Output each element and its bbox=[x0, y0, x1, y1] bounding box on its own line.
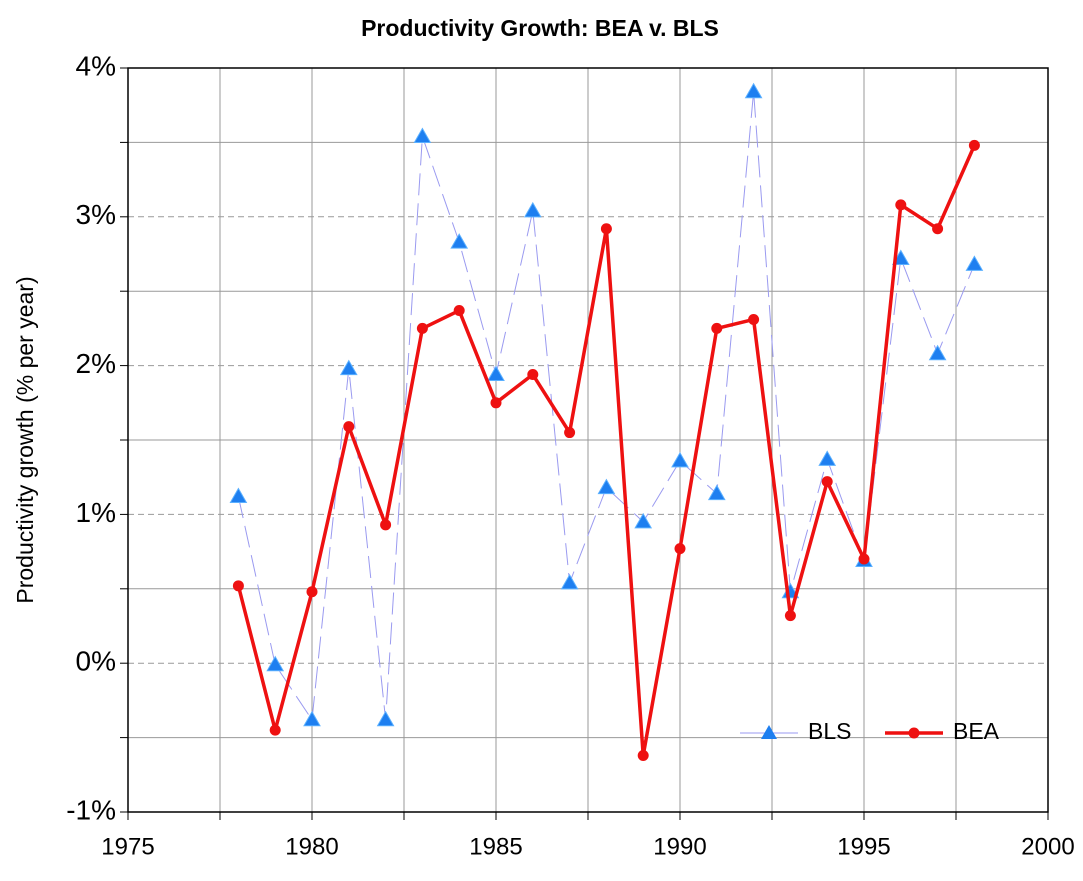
y-axis-label: Productivity growth (% per year) bbox=[12, 276, 38, 603]
data-point bbox=[858, 553, 870, 565]
data-point bbox=[416, 322, 428, 334]
data-point bbox=[232, 580, 244, 592]
data-point bbox=[266, 655, 285, 672]
legend-label: BEA bbox=[953, 718, 1000, 744]
data-point bbox=[453, 305, 465, 317]
data-point bbox=[928, 344, 947, 361]
x-tick-label: 1995 bbox=[837, 833, 890, 860]
chart-title: Productivity Growth: BEA v. BLS bbox=[361, 15, 719, 41]
legend-marker bbox=[908, 727, 920, 739]
data-point bbox=[637, 749, 649, 761]
y-tick-label: 4% bbox=[76, 50, 116, 81]
data-point bbox=[413, 127, 432, 143]
data-point bbox=[380, 519, 392, 531]
data-point bbox=[269, 724, 281, 736]
x-tick-label: 1975 bbox=[101, 833, 154, 860]
data-point bbox=[490, 397, 502, 409]
legend-marker bbox=[761, 725, 777, 739]
x-tick-label: 1985 bbox=[469, 833, 522, 860]
data-point bbox=[965, 255, 984, 271]
data-point bbox=[564, 427, 576, 439]
y-tick-label: 3% bbox=[76, 199, 116, 230]
data-point bbox=[895, 199, 907, 211]
data-point bbox=[343, 421, 355, 433]
data-point bbox=[674, 543, 686, 555]
x-tick-label: 1990 bbox=[653, 833, 706, 860]
legend-label: BLS bbox=[808, 718, 851, 744]
y-tick-label: 0% bbox=[76, 646, 116, 677]
data-point bbox=[487, 365, 505, 382]
y-tick-label: 2% bbox=[76, 348, 116, 379]
x-tick-label: 1980 bbox=[285, 833, 338, 860]
data-point bbox=[306, 586, 318, 598]
data-point bbox=[932, 223, 944, 235]
data-point bbox=[229, 487, 248, 504]
data-point bbox=[818, 450, 837, 466]
data-point bbox=[707, 484, 726, 501]
data-point bbox=[303, 710, 321, 727]
data-point bbox=[523, 201, 542, 218]
data-point bbox=[744, 82, 763, 99]
data-point bbox=[671, 451, 689, 468]
data-point bbox=[711, 322, 723, 334]
data-point bbox=[784, 610, 796, 622]
data-point bbox=[748, 313, 760, 325]
data-point bbox=[560, 573, 579, 590]
data-point bbox=[376, 710, 395, 727]
data-point bbox=[600, 223, 612, 235]
x-tick-label: 2000 bbox=[1021, 833, 1074, 860]
data-point bbox=[339, 359, 358, 376]
data-point bbox=[634, 512, 653, 529]
data-point bbox=[597, 478, 616, 495]
data-point bbox=[968, 139, 980, 151]
y-tick-label: -1% bbox=[66, 794, 116, 825]
data-point bbox=[450, 233, 469, 249]
plot-frame bbox=[127, 67, 1049, 813]
y-tick-label: 1% bbox=[76, 497, 116, 528]
data-point bbox=[821, 476, 833, 488]
data-point bbox=[527, 369, 539, 381]
